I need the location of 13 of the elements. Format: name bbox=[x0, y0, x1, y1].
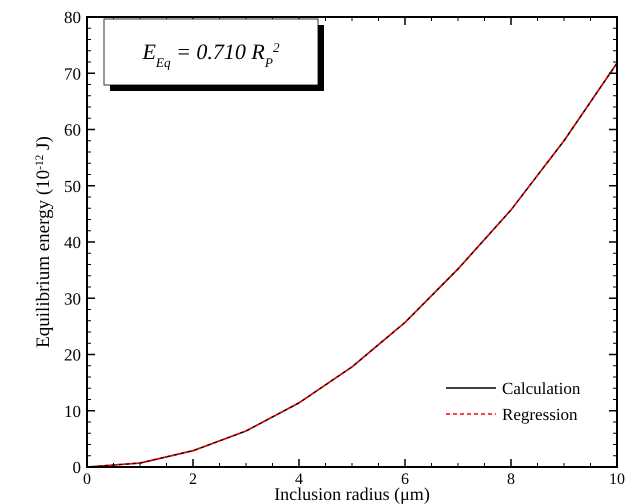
legend-label: Regression bbox=[502, 405, 578, 424]
x-tick-label: 10 bbox=[609, 471, 625, 488]
y-tick-label: 50 bbox=[64, 176, 81, 196]
y-tick-label: 60 bbox=[64, 120, 81, 140]
y-tick-label: 80 bbox=[64, 8, 81, 27]
x-tick-label: 2 bbox=[189, 471, 197, 488]
y-tick-label: 40 bbox=[64, 233, 81, 252]
legend-label: Calculation bbox=[502, 379, 581, 398]
y-tick-label: 70 bbox=[64, 64, 81, 84]
y-tick-label: 30 bbox=[64, 289, 81, 308]
x-tick-label: 8 bbox=[507, 471, 515, 488]
y-tick-label: 10 bbox=[64, 402, 81, 421]
y-tick-label: 20 bbox=[64, 346, 81, 364]
